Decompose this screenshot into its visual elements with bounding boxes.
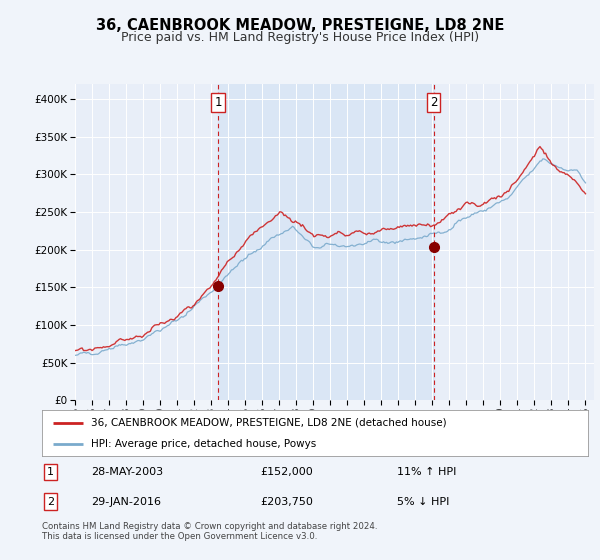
Text: 11% ↑ HPI: 11% ↑ HPI	[397, 467, 456, 477]
Text: 29-JAN-2016: 29-JAN-2016	[91, 497, 161, 507]
Text: 28-MAY-2003: 28-MAY-2003	[91, 467, 163, 477]
Text: £203,750: £203,750	[260, 497, 313, 507]
Text: 36, CAENBROOK MEADOW, PRESTEIGNE, LD8 2NE: 36, CAENBROOK MEADOW, PRESTEIGNE, LD8 2N…	[96, 18, 504, 34]
Text: 5% ↓ HPI: 5% ↓ HPI	[397, 497, 449, 507]
Text: 1: 1	[47, 467, 53, 477]
Text: Price paid vs. HM Land Registry's House Price Index (HPI): Price paid vs. HM Land Registry's House …	[121, 31, 479, 44]
Text: £152,000: £152,000	[260, 467, 313, 477]
Text: 36, CAENBROOK MEADOW, PRESTEIGNE, LD8 2NE (detached house): 36, CAENBROOK MEADOW, PRESTEIGNE, LD8 2N…	[91, 418, 447, 428]
Text: 2: 2	[47, 497, 54, 507]
Text: 2: 2	[430, 96, 437, 109]
Bar	[218, 84, 434, 400]
Text: HPI: Average price, detached house, Powys: HPI: Average price, detached house, Powy…	[91, 439, 316, 449]
Text: 1: 1	[214, 96, 222, 109]
Text: Contains HM Land Registry data © Crown copyright and database right 2024.
This d: Contains HM Land Registry data © Crown c…	[42, 522, 377, 542]
